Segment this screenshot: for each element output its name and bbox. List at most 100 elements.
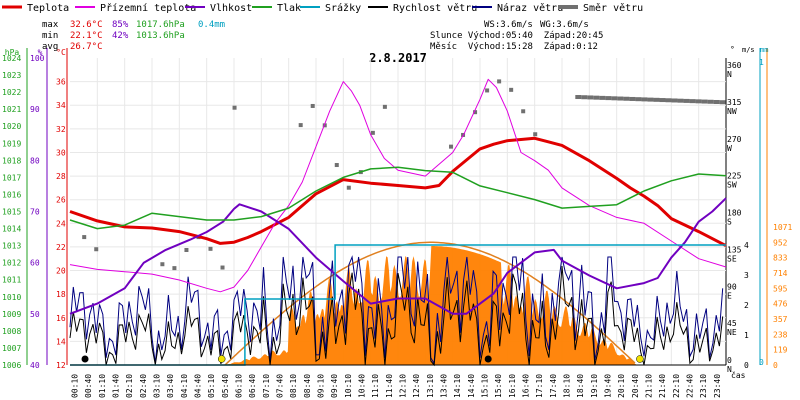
legend-item-wind: Rychlost větru xyxy=(368,2,477,14)
wind-direction-point xyxy=(659,98,666,103)
temperature-tick-label: 18 xyxy=(56,290,66,299)
direction-axis-unit: ° xyxy=(730,45,735,54)
legend-label-gust: Náraz větru xyxy=(497,2,563,14)
time-tick-label: 22:40 xyxy=(686,374,695,398)
time-tick-label: 18:40 xyxy=(576,374,585,398)
time-tick-label: 19:40 xyxy=(604,374,613,398)
time-tick-label: 04:10 xyxy=(180,374,189,398)
pressure-tick-label: 1006 xyxy=(2,361,21,370)
wind-direction-point xyxy=(707,99,714,104)
solar-tick-label: 595 xyxy=(773,284,788,293)
wind-direction-point xyxy=(310,103,315,108)
stat-max-rain: 0.4mm xyxy=(198,20,225,30)
wind-direction-point xyxy=(232,105,237,110)
time-tick-label: 20:40 xyxy=(631,374,640,398)
pressure-tick-label: 1015 xyxy=(2,208,21,217)
wind-direction-point xyxy=(677,98,684,103)
pressure-tick-label: 1010 xyxy=(2,293,21,302)
time-tick-label: 15:40 xyxy=(494,374,503,398)
temperature-tick-label: 14 xyxy=(56,337,66,346)
legend-label-temp: Teplota xyxy=(27,3,69,14)
pressure-axis-unit: hPa xyxy=(5,48,20,57)
sunrise-marker xyxy=(217,355,226,363)
time-tick-label: 12:40 xyxy=(412,374,421,398)
time-tick-label: 21:40 xyxy=(658,374,667,398)
time-tick-label: 03:40 xyxy=(166,374,175,398)
wind-direction-point xyxy=(665,98,672,103)
temperature-tick-label: 12 xyxy=(56,361,66,370)
direction-compass-label: N xyxy=(727,70,732,79)
wind-tick-label: 1 xyxy=(744,331,749,340)
right-axes: ° m/s mm0N45NE90E135SE180S225SW270W315NW36… xyxy=(725,45,792,374)
legend-item-pressure: Tlak xyxy=(252,3,301,14)
moonrise-marker xyxy=(484,355,492,363)
wind-direction-point xyxy=(575,95,582,100)
time-axis: 00:10 00:40 01:10 01:40 02:10 02:40 03:10 03:40… xyxy=(71,370,746,398)
pressure-tick-label: 1013 xyxy=(2,242,21,251)
humidity-tick-label: 40 xyxy=(30,361,40,370)
time-tick-label: 20:10 xyxy=(617,374,626,398)
time-tick-label: 10:40 xyxy=(358,374,367,398)
wind-direction-point xyxy=(208,246,213,251)
pressure-line xyxy=(69,166,727,230)
direction-tick-label: 135 xyxy=(727,245,742,254)
direction-compass-label: S xyxy=(727,218,732,227)
legend-label-direction: Směr větru xyxy=(583,2,643,14)
direction-compass-label: N xyxy=(727,365,732,374)
stat-max-temp: 32.6°C xyxy=(70,20,103,30)
wind-direction-point xyxy=(322,123,327,128)
time-tick-label: 00:10 xyxy=(71,374,80,398)
stat-min-label: min xyxy=(42,31,58,41)
wind-direction-point xyxy=(671,98,678,103)
wind-line xyxy=(69,265,724,367)
rain-tick-label: 0 xyxy=(759,358,764,367)
humidity-axis-unit: % xyxy=(38,48,43,57)
time-tick-label: 04:40 xyxy=(194,374,203,398)
humidity-tick-label: 50 xyxy=(30,310,40,319)
pressure-tick-label: 1011 xyxy=(2,276,21,285)
time-tick-label: 18:10 xyxy=(563,374,572,398)
pressure-tick-label: 1007 xyxy=(2,344,21,353)
wind-direction-point xyxy=(184,247,189,252)
wind-direction-point xyxy=(629,96,636,101)
wind-direction-point xyxy=(298,123,303,128)
wind-direction-point xyxy=(220,265,225,270)
stat-min-hum: 42% xyxy=(112,31,129,41)
wind-direction-point xyxy=(593,95,600,100)
time-tick-label: 06:10 xyxy=(235,374,244,398)
stat-min-press: 1013.6hPa xyxy=(136,31,185,41)
wind-direction-point xyxy=(370,130,375,135)
temperature-tick-label: 22 xyxy=(56,243,66,252)
feels-line xyxy=(69,78,727,293)
direction-compass-label: W xyxy=(727,144,732,153)
temp-line xyxy=(69,136,727,248)
humidity-tick-label: 80 xyxy=(30,156,40,165)
wind-direction-point xyxy=(334,163,339,168)
temperature-tick-label: 36 xyxy=(56,78,66,87)
wind-tick-label: 4 xyxy=(744,241,749,250)
temperature-tick-label: 28 xyxy=(56,172,66,181)
rain-axis-unit: mm xyxy=(760,46,768,54)
wind-direction-point xyxy=(605,96,612,101)
time-tick-label: 08:10 xyxy=(289,374,298,398)
time-tick-label: 09:40 xyxy=(330,374,339,398)
time-tick-label: 11:40 xyxy=(385,374,394,398)
temperature-tick-label: 16 xyxy=(56,314,66,323)
pressure-tick-label: 1024 xyxy=(2,54,21,63)
time-tick-label: 17:10 xyxy=(535,374,544,398)
time-tick-label: 12:10 xyxy=(399,374,408,398)
solar-tick-label: 714 xyxy=(773,269,788,278)
wind-direction-point xyxy=(689,99,696,104)
legend-label-rain: Srážky xyxy=(325,2,361,14)
time-tick-label: 06:40 xyxy=(248,374,257,398)
wind-direction-point xyxy=(617,96,624,101)
solar-tick-label: 1071 xyxy=(773,223,792,232)
stat-max-press: 1017.6hPa xyxy=(136,20,185,30)
pressure-tick-label: 1008 xyxy=(2,327,21,336)
time-tick-label: 01:40 xyxy=(112,374,121,398)
legend-item-rain: Srážky xyxy=(300,2,361,14)
temperature-tick-label: 32 xyxy=(56,125,66,134)
stat-min-temp: 22.1°C xyxy=(70,31,103,41)
direction-compass-label: SW xyxy=(727,181,737,190)
time-tick-label: 10:10 xyxy=(344,374,353,398)
